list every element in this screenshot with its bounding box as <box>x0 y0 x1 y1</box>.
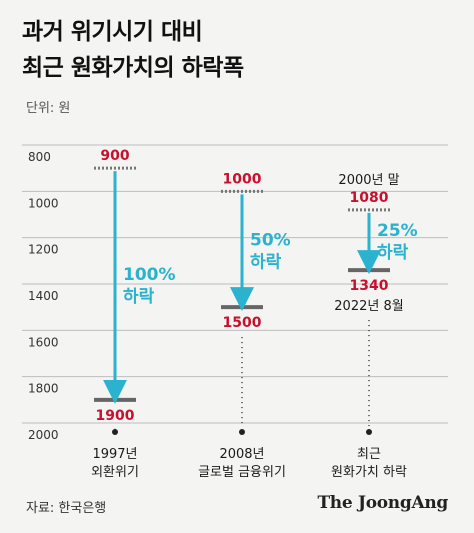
y-axis: 800 1000 1200 1400 1600 1800 2000 <box>22 144 448 442</box>
source-label: 자료: 한국은행 <box>26 501 107 516</box>
chart-title: 과거 위기시기 대비 최근 원화가치의 하락폭 <box>22 14 244 86</box>
category-label-line-2: 글로벌 금융위기 <box>198 465 286 480</box>
change-word: 하락 <box>250 252 282 272</box>
brand-logo: The JoongAng <box>317 493 448 513</box>
y-tick-label: 800 <box>28 150 51 164</box>
start-value-label: 1000 <box>223 171 262 187</box>
leader-dot <box>366 429 372 435</box>
end-note: 2022년 8월 <box>334 299 403 314</box>
y-tick-label: 1800 <box>28 382 59 396</box>
start-value-label: 900 <box>100 148 129 164</box>
end-value-label: 1340 <box>350 278 389 294</box>
unit-label: 단위: 원 <box>26 101 71 116</box>
title-line-2: 최근 원화가치의 하락폭 <box>22 55 244 81</box>
y-tick-label: 1000 <box>28 196 59 210</box>
y-tick-label: 1400 <box>28 289 59 303</box>
end-value-label: 1900 <box>96 408 135 424</box>
category-label-line-2: 원화가치 하락 <box>331 465 407 480</box>
leader-dot <box>112 429 118 435</box>
change-word: 하락 <box>377 243 409 263</box>
series-group: 9001900100%하락1997년외환위기1000150050%하락2008년… <box>91 148 418 480</box>
title-line-1: 과거 위기시기 대비 <box>22 19 203 45</box>
end-value-label: 1500 <box>223 315 262 331</box>
category-label-line-1: 1997년 <box>92 447 137 462</box>
change-percent: 100% <box>123 265 176 285</box>
leader-dot <box>239 429 245 435</box>
start-note: 2000년 말 <box>338 173 399 188</box>
y-tick-label: 2000 <box>28 428 59 442</box>
change-percent: 25% <box>377 221 418 241</box>
change-percent: 50% <box>250 230 291 250</box>
y-tick-label: 1600 <box>28 335 59 349</box>
category-label-line-1: 2008년 <box>219 447 264 462</box>
category-label-line-2: 외환위기 <box>91 465 139 480</box>
start-value-label: 1080 <box>350 190 389 206</box>
change-word: 하락 <box>123 287 155 307</box>
category-label-line-1: 최근 <box>357 447 381 462</box>
y-tick-label: 1200 <box>28 243 59 257</box>
